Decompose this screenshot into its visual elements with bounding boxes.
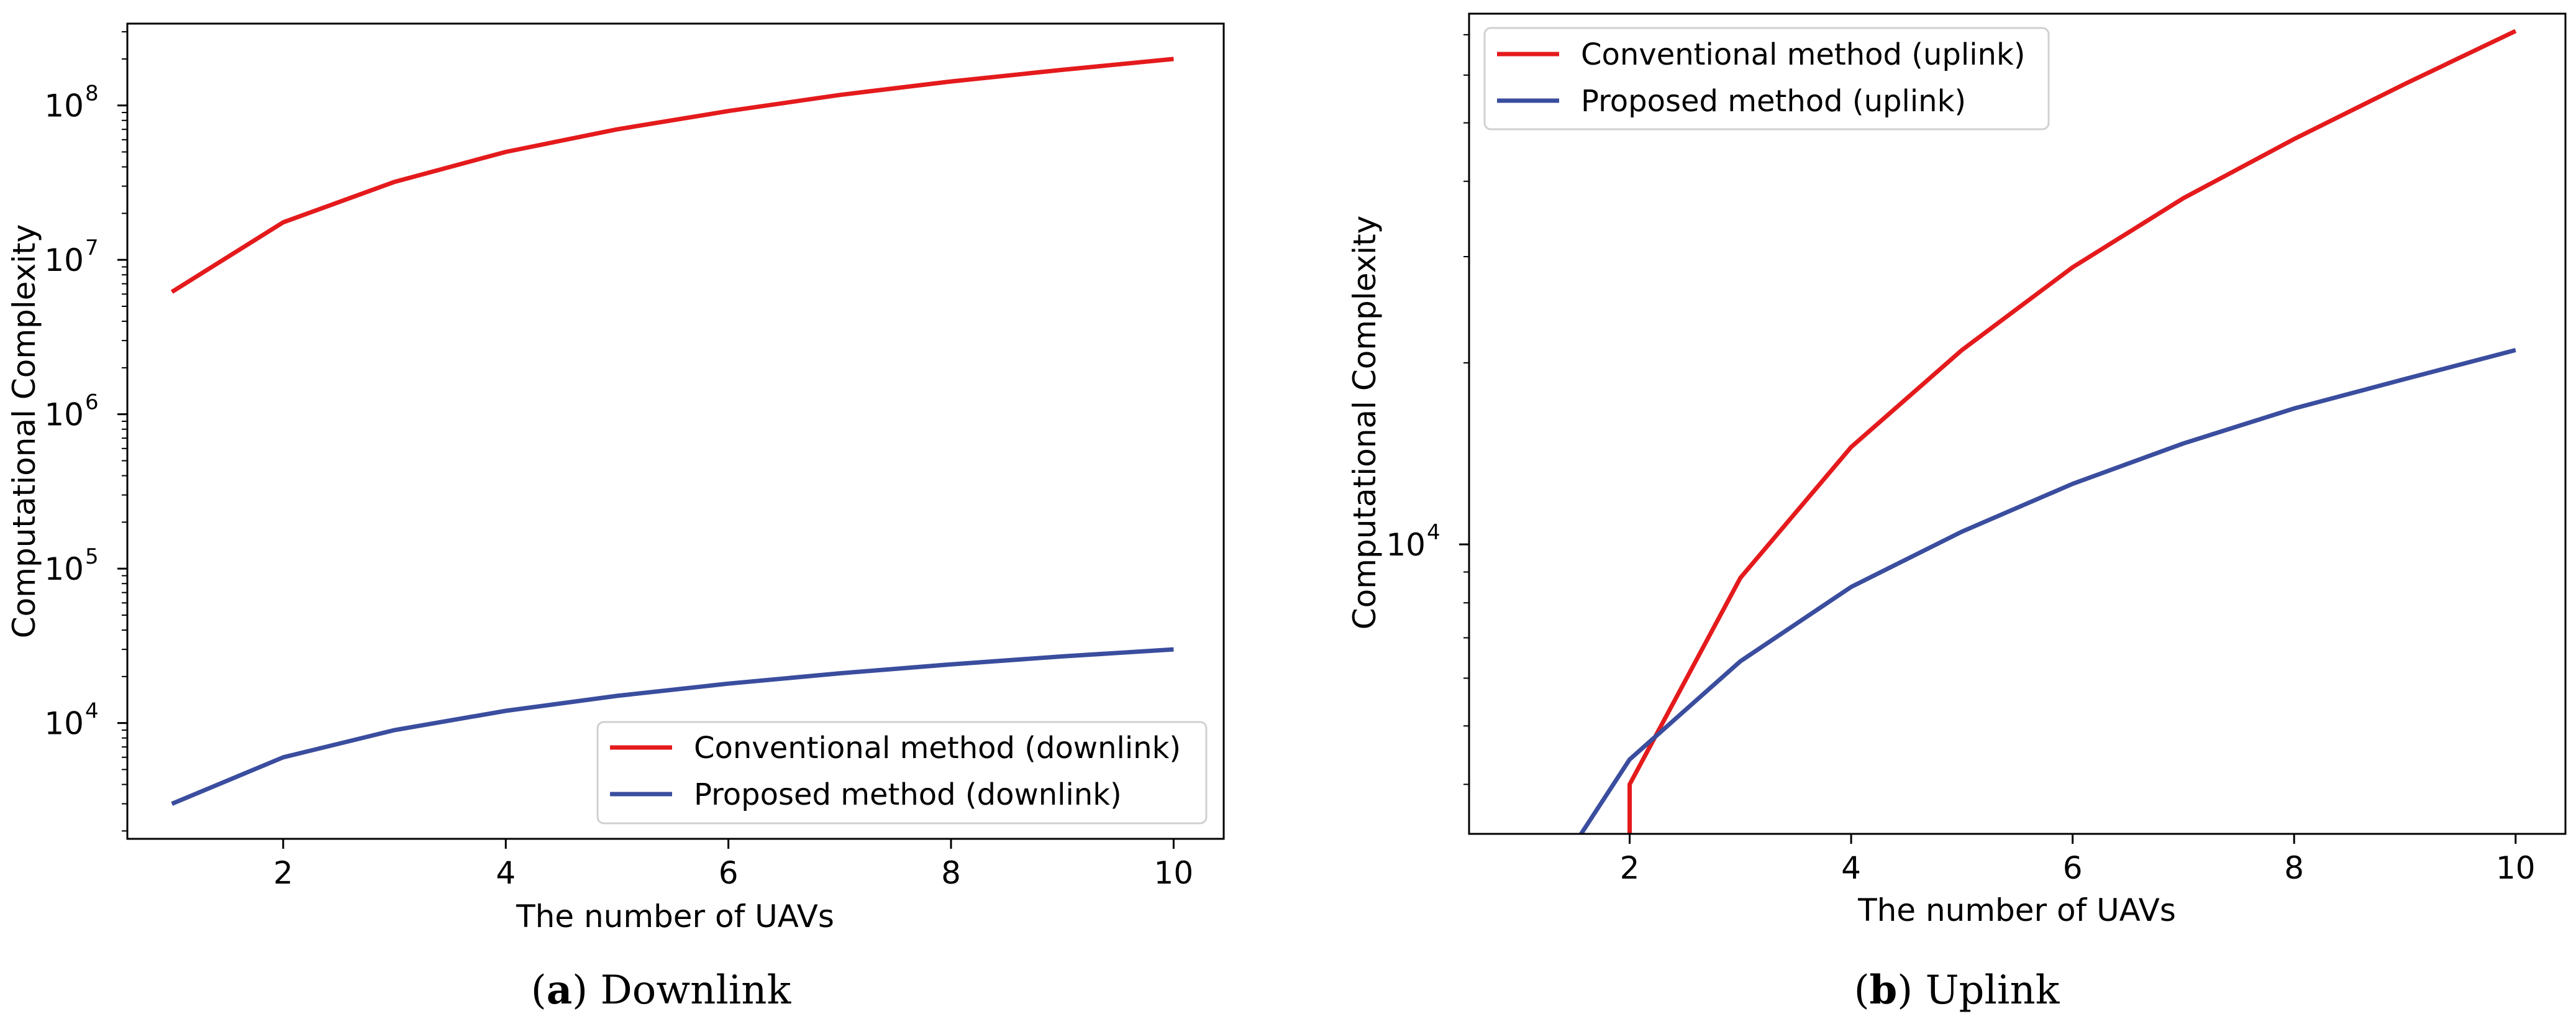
series-line-downlink-proposed bbox=[171, 647, 1174, 806]
chart-uplink: 2 4 6 8 10 10 4 The number of UAVs Computatio… bbox=[1347, 12, 2567, 1013]
y-tick-label-downlink: 10 bbox=[44, 397, 84, 433]
x-tick-label-downlink: 4 bbox=[496, 855, 516, 891]
caption-downlink: (a) Downlink bbox=[531, 967, 792, 1013]
x-tick-label-downlink: 2 bbox=[273, 855, 293, 891]
chart-downlink-y-axis-label: Computational Complexity bbox=[6, 224, 42, 638]
y-tick-exponent-downlink: 6 bbox=[85, 390, 99, 415]
x-tick-label-uplink: 10 bbox=[2496, 850, 2536, 886]
chart-downlink-x-ticks: 2 4 6 8 10 bbox=[273, 839, 1193, 891]
legend-label-conventional-uplink: Conventional method (uplink) bbox=[1581, 37, 2025, 72]
chart-uplink-x-axis-label: The number of UAVs bbox=[1857, 892, 2176, 928]
y-tick-exponent-downlink: 8 bbox=[85, 81, 99, 106]
chart-downlink-legend-box bbox=[596, 721, 1208, 825]
x-tick-label-uplink: 4 bbox=[1841, 850, 1861, 886]
x-tick-label-downlink: 10 bbox=[1154, 855, 1194, 891]
chart-downlink-series bbox=[170, 57, 1174, 806]
chart-uplink-y-axis-label: Computational Complexity bbox=[1347, 216, 1383, 629]
series-line-uplink-conventional bbox=[1627, 29, 2517, 834]
x-tick-label-downlink: 6 bbox=[719, 855, 739, 891]
x-tick-label-uplink: 8 bbox=[2284, 850, 2304, 886]
y-tick-label-downlink: 10 bbox=[44, 706, 84, 742]
y-tick-exponent-uplink: 4 bbox=[1427, 520, 1440, 545]
chart-downlink-x-axis-label: The number of UAVs bbox=[516, 898, 834, 935]
legend-label-proposed-downlink: Proposed method (downlink) bbox=[694, 777, 1122, 812]
legend-label-conventional-downlink: Conventional method (downlink) bbox=[694, 731, 1181, 766]
caption-downlink-text: Downlink bbox=[600, 967, 791, 1013]
chart-downlink-legend: Conventional method (downlink) Proposed … bbox=[596, 721, 1208, 825]
caption-uplink-text: Uplink bbox=[1926, 967, 2060, 1013]
y-tick-exponent-downlink: 5 bbox=[85, 544, 99, 569]
caption-uplink-label: b bbox=[1870, 967, 1898, 1013]
chart-uplink-series bbox=[1578, 29, 2517, 834]
caption-uplink: (b) Uplink bbox=[1854, 967, 2060, 1013]
chart-downlink-frame bbox=[126, 22, 1225, 840]
chart-uplink-x-ticks: 2 4 6 8 10 bbox=[1620, 834, 2536, 886]
chart-uplink-legend: Conventional method (uplink) Proposed me… bbox=[1483, 27, 2050, 130]
chart-uplink-legend-box bbox=[1483, 27, 2050, 130]
series-line-uplink-proposed bbox=[1578, 348, 2516, 834]
x-tick-label-uplink: 6 bbox=[2063, 850, 2083, 886]
chart-uplink-frame bbox=[1468, 12, 2567, 835]
y-tick-label-downlink: 10 bbox=[44, 88, 84, 124]
y-tick-exponent-downlink: 4 bbox=[85, 699, 99, 724]
caption-downlink-label: a bbox=[547, 967, 572, 1013]
y-tick-label-downlink: 10 bbox=[44, 242, 84, 278]
y-tick-label-downlink: 10 bbox=[44, 551, 84, 587]
legend-label-proposed-uplink: Proposed method (uplink) bbox=[1581, 84, 1966, 119]
chart-uplink-y-ticks: 10 4 bbox=[1386, 34, 1469, 785]
y-tick-exponent-downlink: 7 bbox=[85, 235, 99, 260]
x-tick-label-downlink: 8 bbox=[941, 855, 961, 891]
x-tick-label-uplink: 2 bbox=[1620, 850, 1640, 886]
y-tick-label-uplink: 10 bbox=[1386, 527, 1426, 563]
series-line-downlink-conventional bbox=[170, 57, 1174, 294]
